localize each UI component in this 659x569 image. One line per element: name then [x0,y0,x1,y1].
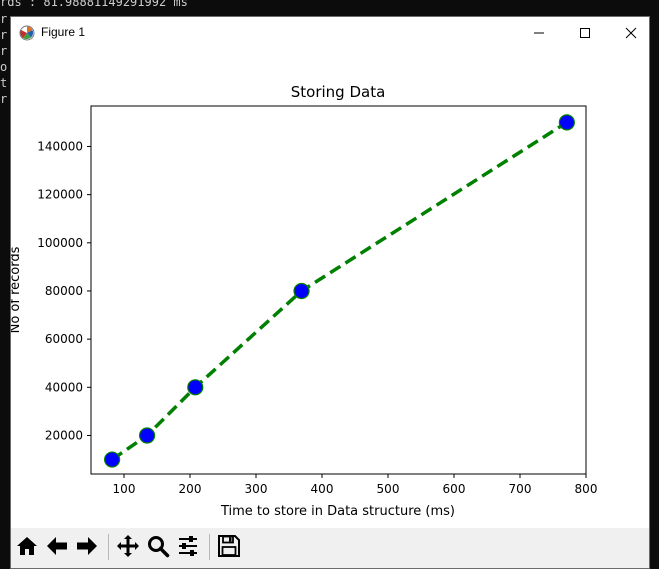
y-tick-label: 60000 [45,332,83,346]
configure-subplots-button[interactable] [174,532,202,560]
console-line: r [0,92,8,106]
series-group [104,114,575,468]
close-icon [625,27,637,39]
line-chart: Storing Data 100 200 300 400 500 600 700 800 20… [8,83,598,519]
forward-button[interactable] [73,532,101,560]
x-tick-label: 400 [311,482,334,496]
y-tick-label: 80000 [45,284,83,298]
data-point [104,451,121,468]
floppy-disk-icon [218,535,240,557]
console-line: rds : 81.98881149291992 ms [0,0,188,9]
y-tick-label: 20000 [45,428,83,442]
x-tick-label: 200 [179,482,202,496]
data-point [187,379,204,396]
console-line: o [0,60,8,74]
x-tick-label: 600 [443,482,466,496]
back-button[interactable] [43,532,71,560]
y-tick-label: 100000 [37,236,83,250]
arrow-left-icon [47,537,67,555]
y-tick-label: 120000 [37,188,83,202]
move-icon [117,535,139,557]
console-line: r [0,12,8,26]
matplotlib-logo-icon [19,25,35,41]
data-point [293,282,310,300]
y-axis: 20000 40000 60000 80000 100000 120000 140000 [37,139,91,442]
chart-title: Storing Data [291,83,386,101]
console-line: r [0,44,8,58]
x-tick-label: 800 [575,482,598,496]
x-tick-label: 300 [245,482,268,496]
arrow-right-icon [77,537,97,555]
console-line: r [0,28,8,42]
close-button[interactable] [608,17,654,48]
figure-window: Figure 1 Storing Data 100 200 300 400 500 600… [8,16,650,569]
zoom-button[interactable] [144,532,172,560]
home-icon [17,537,37,555]
toolbar-separator [209,534,210,560]
x-axis: 100 200 300 400 500 600 700 800 [113,474,598,496]
save-button[interactable] [215,532,243,560]
toolbar-separator [108,534,109,560]
title-bar[interactable]: Figure 1 [11,17,649,48]
x-tick-label: 100 [113,482,136,496]
y-axis-label: No of records [11,246,23,333]
maximize-icon [580,28,590,38]
home-button[interactable] [13,532,41,560]
pan-button[interactable] [114,532,142,560]
x-tick-label: 500 [377,482,400,496]
plot-area [90,105,587,475]
y-tick-label: 140000 [37,139,83,153]
sliders-icon [179,536,197,556]
console-line: t [0,76,8,90]
x-axis-label: Time to store in Data structure (ms) [220,504,455,519]
figure-canvas[interactable]: Storing Data 100 200 300 400 500 600 700 800 20… [8,48,649,528]
minimize-button[interactable] [516,17,562,48]
maximize-button[interactable] [562,17,608,48]
data-point [558,114,575,131]
y-tick-label: 40000 [45,380,83,394]
data-point [139,427,156,444]
window-title: Figure 1 [41,25,86,39]
x-tick-label: 700 [509,482,532,496]
navigation-toolbar [11,528,649,568]
magnifier-icon [148,536,170,558]
minimize-icon [534,32,544,34]
